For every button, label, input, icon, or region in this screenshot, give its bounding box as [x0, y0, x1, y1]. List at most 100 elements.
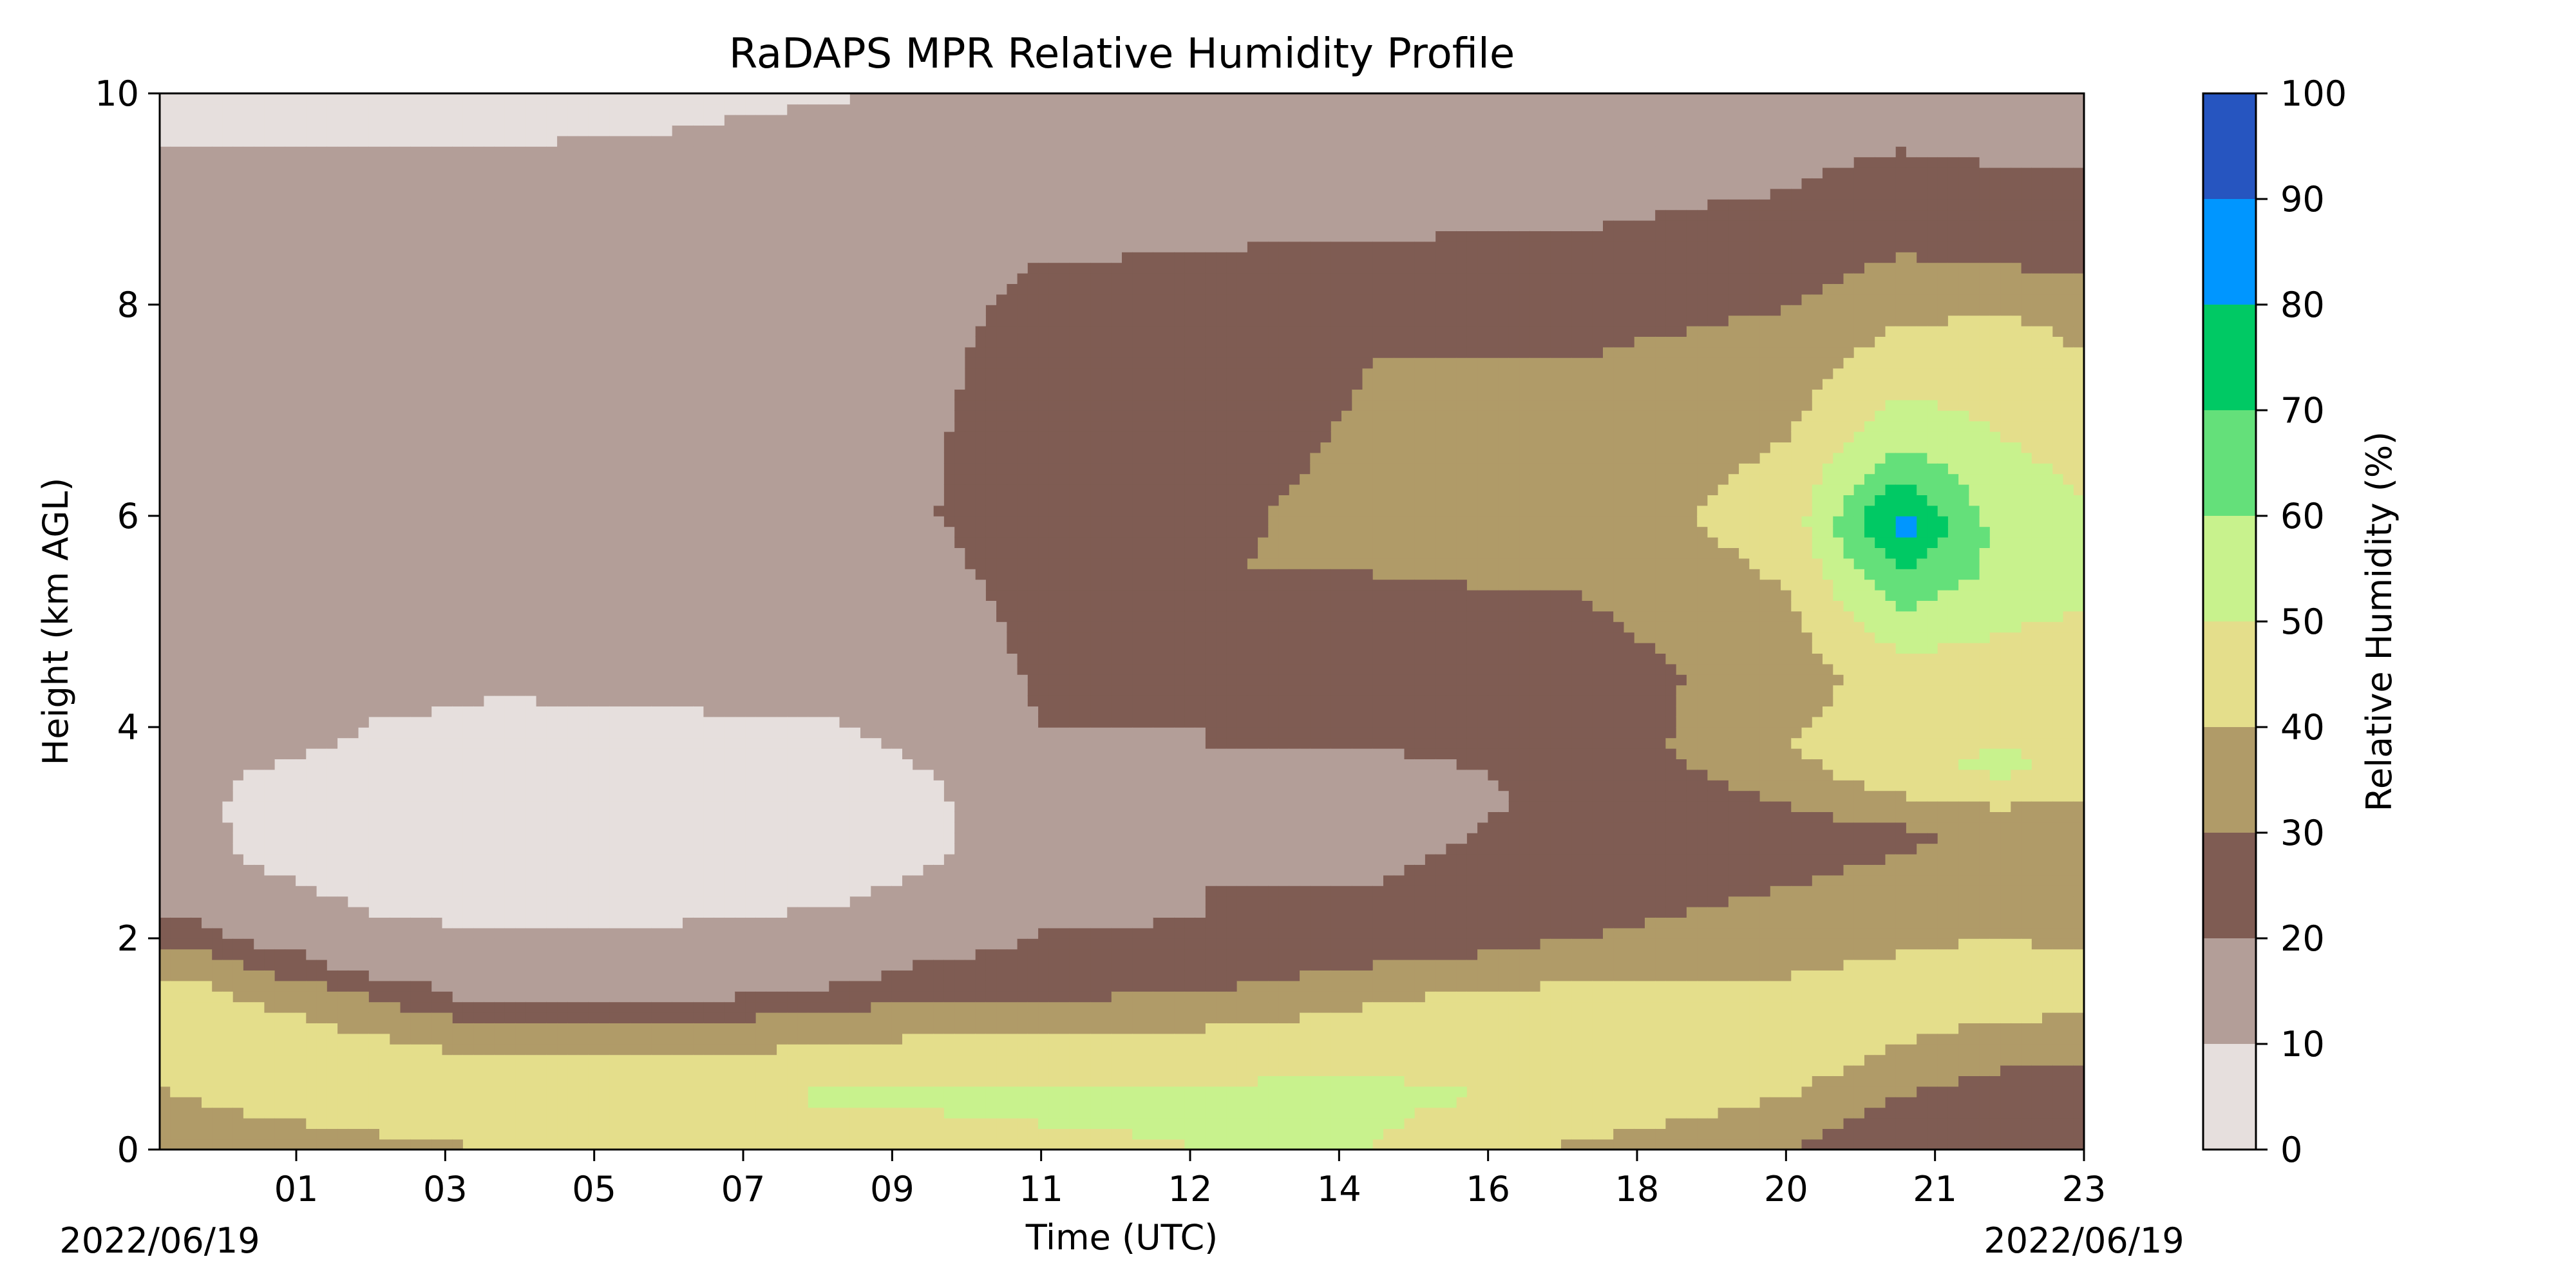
heatmap-cell [588, 558, 600, 569]
heatmap-cell [588, 463, 600, 475]
heatmap-cell [473, 875, 485, 886]
heatmap-cell [630, 1023, 641, 1034]
heatmap-cell [672, 822, 683, 833]
heatmap-cell [296, 769, 307, 781]
heatmap-cell [588, 283, 600, 295]
heatmap-cell [379, 1117, 390, 1129]
heatmap-cell [285, 949, 296, 960]
heatmap-cell [264, 1139, 276, 1150]
heatmap-cell [431, 1065, 443, 1076]
heatmap-cell [285, 1117, 296, 1129]
heatmap-cell [494, 252, 506, 263]
heatmap-cell [588, 1139, 600, 1150]
heatmap-cell [285, 104, 296, 115]
heatmap-cell [567, 1044, 579, 1056]
heatmap-cell [337, 822, 349, 833]
heatmap-cell [452, 1139, 464, 1150]
heatmap-cell [191, 473, 202, 485]
heatmap-cell [630, 843, 641, 855]
heatmap-cell [222, 1001, 234, 1013]
heatmap-cell [410, 589, 422, 601]
heatmap-cell [202, 1001, 213, 1013]
heatmap-cell [578, 1023, 589, 1034]
heatmap-cell [442, 325, 453, 337]
heatmap-cell [462, 780, 474, 791]
heatmap-cell [473, 146, 485, 158]
heatmap-cell [661, 241, 673, 252]
heatmap-cell [546, 685, 558, 696]
heatmap-cell [651, 938, 663, 950]
heatmap-cell [421, 822, 432, 833]
heatmap-cell [160, 653, 171, 665]
heatmap-cell [620, 1086, 631, 1097]
heatmap-cell [327, 452, 338, 464]
heatmap-cell [442, 1054, 453, 1066]
heatmap-cell [651, 589, 663, 601]
heatmap-cell [672, 864, 683, 876]
heatmap-cell [536, 1023, 547, 1034]
heatmap-cell [327, 1065, 338, 1076]
heatmap-cell [421, 526, 432, 538]
heatmap-cell [306, 346, 317, 358]
heatmap-cell [546, 146, 558, 158]
heatmap-cell [620, 1107, 631, 1119]
heatmap-cell [630, 516, 641, 527]
heatmap-cell [557, 759, 569, 770]
heatmap-cell [264, 569, 276, 580]
heatmap-cell [661, 959, 673, 971]
heatmap-cell [202, 442, 213, 453]
heatmap-cell [588, 864, 600, 876]
heatmap-cell [504, 896, 516, 907]
heatmap-cell [661, 1054, 673, 1066]
heatmap-cell [222, 896, 234, 907]
heatmap-cell [452, 378, 464, 390]
heatmap-cell [390, 315, 401, 327]
heatmap-cell [672, 1139, 683, 1150]
heatmap-cell [212, 146, 223, 158]
heatmap-cell [316, 231, 328, 242]
heatmap-cell [630, 1128, 641, 1140]
heatmap-cell [515, 748, 527, 759]
heatmap-cell [504, 473, 516, 485]
heatmap-cell [504, 589, 516, 601]
heatmap-cell [368, 927, 380, 939]
heatmap-cell [379, 1139, 390, 1150]
heatmap-cell [358, 452, 370, 464]
heatmap-cell [348, 1044, 359, 1056]
heatmap-cell [337, 1033, 349, 1045]
heatmap-cell [557, 875, 569, 886]
heatmap-cell [536, 769, 547, 781]
heatmap-cell [431, 1044, 443, 1056]
heatmap-cell [327, 463, 338, 475]
heatmap-cell [557, 1044, 569, 1056]
heatmap-cell [160, 325, 171, 337]
heatmap-cell [536, 1097, 547, 1108]
heatmap-cell [452, 980, 464, 992]
heatmap-cell [421, 875, 432, 886]
heatmap-cell [202, 780, 213, 791]
heatmap-cell [661, 896, 673, 907]
heatmap-cell [672, 833, 683, 844]
heatmap-cell [274, 790, 286, 802]
heatmap-cell [473, 547, 485, 559]
heatmap-cell [243, 378, 254, 390]
heatmap-cell [672, 1012, 683, 1023]
heatmap-cell [452, 104, 464, 115]
heatmap-cell [212, 896, 223, 907]
heatmap-cell [609, 188, 621, 200]
heatmap-cell [222, 346, 234, 358]
heatmap-cell [641, 706, 652, 717]
heatmap-cell [348, 104, 359, 115]
heatmap-cell [484, 685, 495, 696]
heatmap-cell [285, 357, 296, 369]
heatmap-cell [567, 1065, 579, 1076]
heatmap-cell [316, 442, 328, 453]
heatmap-cell [515, 156, 527, 168]
heatmap-cell [494, 991, 506, 1003]
heatmap-cell [546, 1001, 558, 1013]
heatmap-cell [536, 991, 547, 1003]
heatmap-cell [588, 621, 600, 633]
heatmap-cell [202, 463, 213, 475]
heatmap-cell [578, 135, 589, 147]
heatmap-cell [379, 325, 390, 337]
